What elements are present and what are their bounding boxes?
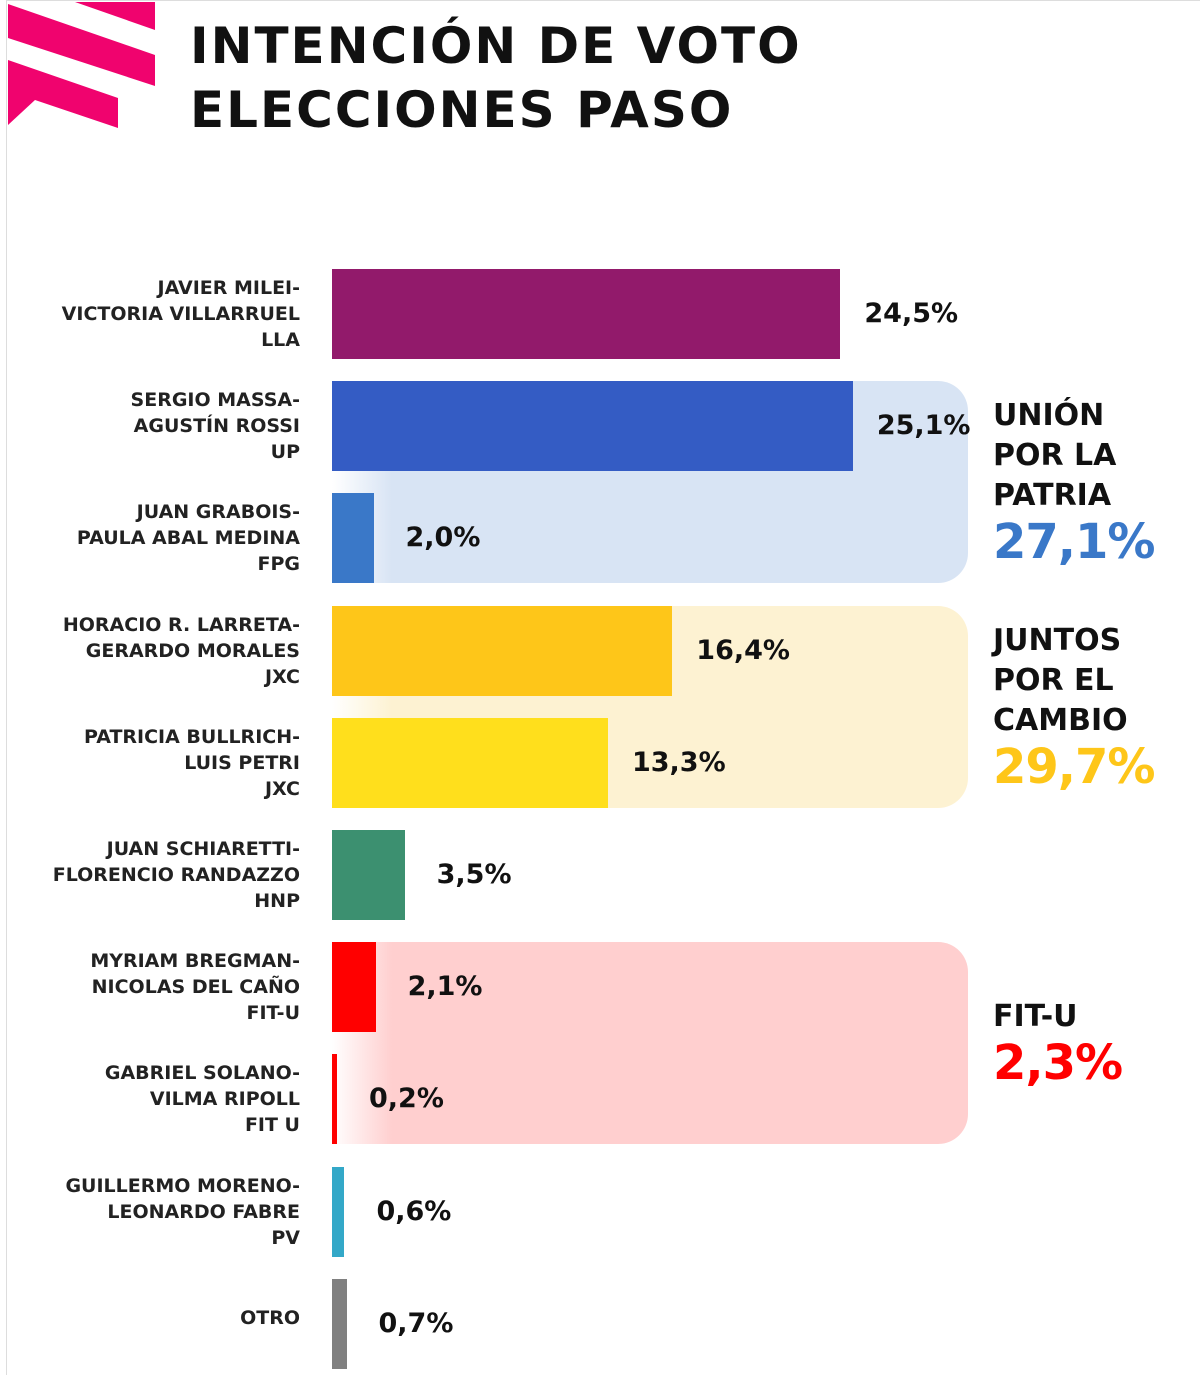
candidate-label-line: LUIS PETRI (184, 751, 300, 774)
candidate-label-line: FIT-U (246, 1002, 300, 1025)
bar (332, 830, 405, 920)
value-label: 3,5% (436, 859, 512, 890)
frame-border-top (6, 0, 1200, 1)
group-name-line: POR LA (993, 438, 1117, 474)
bar (332, 269, 841, 359)
group-label: FIT-U 2,3% (993, 997, 1123, 1092)
candidate-label-line: NICOLAS DEL CAÑO (91, 976, 300, 999)
group-total: 27,1% (993, 514, 1156, 571)
candidate-label-line: FIT U (244, 1114, 300, 1137)
value-label: 16,4% (696, 634, 790, 666)
candidate-label-line: JUAN GRABOIS- (136, 501, 300, 524)
candidate-label-line: GABRIEL SOLANO- (104, 1062, 300, 1085)
candidate-label-line: FLORENCIO RANDAZZO (52, 864, 300, 886)
value-label: 2,1% (407, 971, 483, 1003)
candidate-label: GABRIEL SOLANO- VILMA RIPOLL FIT U (20, 1060, 300, 1138)
candidate-label-line: JAVIER MILEI- (157, 277, 301, 299)
candidate-label-line: PATRICIA BULLRICH- (84, 725, 300, 748)
value-label: 0,7% (378, 1307, 454, 1339)
candidate-label: SERGIO MASSA- AGUSTÍN ROSSI UP (20, 387, 300, 465)
candidate-label: JAVIER MILEI- VICTORIA VILLARRUEL LLA (20, 275, 300, 353)
value-label: 13,3% (631, 746, 726, 778)
candidate-label: JUAN GRABOIS- PAULA ABAL MEDINA FPG (20, 499, 300, 577)
group-total: 2,3% (993, 1035, 1123, 1092)
candidate-label-line: JUAN SCHIARETTI- (106, 838, 300, 860)
group-label: UNIÓN POR LA PATRIA 27,1% (993, 396, 1156, 571)
title-line-2: ELECCIONES PASO (190, 81, 734, 139)
group-label: JUNTOS POR EL CAMBIO 29,7% (993, 621, 1156, 795)
candidate-label-line: LEONARDO FABRE (107, 1200, 300, 1223)
candidate-label-line: VICTORIA VILLARRUEL (61, 303, 300, 325)
brand-logo (8, 2, 155, 128)
group-name-line: CAMBIO (993, 702, 1128, 738)
frame-border (6, 0, 7, 1375)
group-name-line: UNIÓN (993, 398, 1105, 434)
bar (332, 1054, 337, 1145)
candidate-label-line: LLA (261, 329, 300, 351)
bar (332, 717, 608, 808)
candidate-label: GUILLERMO MORENO- LEONARDO FABRE PV (20, 1173, 300, 1251)
candidate-label: JUAN SCHIARETTI- FLORENCIO RANDAZZO HNP (20, 836, 300, 914)
value-label: 2,0% (405, 522, 481, 554)
group-total: 29,7% (993, 738, 1156, 795)
candidate-label: HORACIO R. LARRETA- GERARDO MORALES JXC (20, 612, 300, 690)
candidate-label-line: HORACIO R. LARRETA- (62, 613, 300, 636)
candidate-label-line: PV (271, 1226, 300, 1249)
candidate-label-line: HNP (254, 890, 300, 912)
candidate-label-line: PAULA ABAL MEDINA (76, 527, 300, 550)
candidate-label: OTRO (20, 1305, 300, 1331)
candidate-label: MYRIAM BREGMAN- NICOLAS DEL CAÑO FIT-U (20, 948, 300, 1026)
group-name-line: PATRIA (993, 478, 1112, 514)
bar (332, 1278, 347, 1369)
bar (332, 381, 853, 472)
candidate-label-line: GERARDO MORALES (85, 639, 300, 662)
candidate-label-line: SERGIO MASSA- (130, 389, 300, 412)
bar (332, 605, 673, 696)
candidate-label-line: AGUSTÍN ROSSI (133, 415, 300, 438)
group-name-line: FIT-U (993, 999, 1078, 1035)
group-name-line: POR EL (993, 662, 1114, 698)
bar (332, 942, 376, 1033)
bar (332, 1166, 345, 1257)
candidate-label-line: OTRO (240, 1306, 300, 1329)
candidate-label-line: JXC (265, 665, 300, 688)
group-background (332, 942, 968, 1145)
candidate-label-line: JXC (265, 777, 300, 800)
bar (332, 493, 374, 584)
candidate-label-line: UP (270, 441, 300, 464)
value-label: 24,5% (864, 298, 959, 329)
candidate-label: PATRICIA BULLRICH- LUIS PETRI JXC (20, 724, 300, 802)
candidate-label-line: VILMA RIPOLL (149, 1088, 300, 1111)
title-line-1: INTENCIÓN DE VOTO (190, 17, 802, 75)
value-label: 25,1% (876, 410, 971, 442)
candidate-label-line: FPG (257, 553, 301, 576)
chart-title: INTENCIÓN DE VOTO ELECCIONES PASO (190, 14, 802, 142)
candidate-label-line: GUILLERMO MORENO- (65, 1174, 300, 1197)
candidate-label-line: MYRIAM BREGMAN- (90, 950, 300, 973)
group-name-line: JUNTOS (993, 622, 1122, 658)
value-label: 0,6% (376, 1195, 452, 1227)
value-label: 0,2% (369, 1083, 444, 1115)
